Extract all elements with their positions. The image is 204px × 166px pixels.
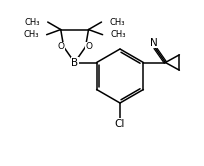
- Text: O: O: [57, 42, 64, 51]
- Text: CH₃: CH₃: [24, 18, 40, 27]
- Text: O: O: [85, 42, 92, 51]
- Text: B: B: [71, 57, 78, 68]
- Text: CH₃: CH₃: [110, 30, 125, 39]
- Text: Cl: Cl: [114, 119, 125, 129]
- Text: CH₃: CH₃: [23, 30, 38, 39]
- Text: N: N: [150, 38, 157, 48]
- Text: CH₃: CH₃: [109, 18, 124, 27]
